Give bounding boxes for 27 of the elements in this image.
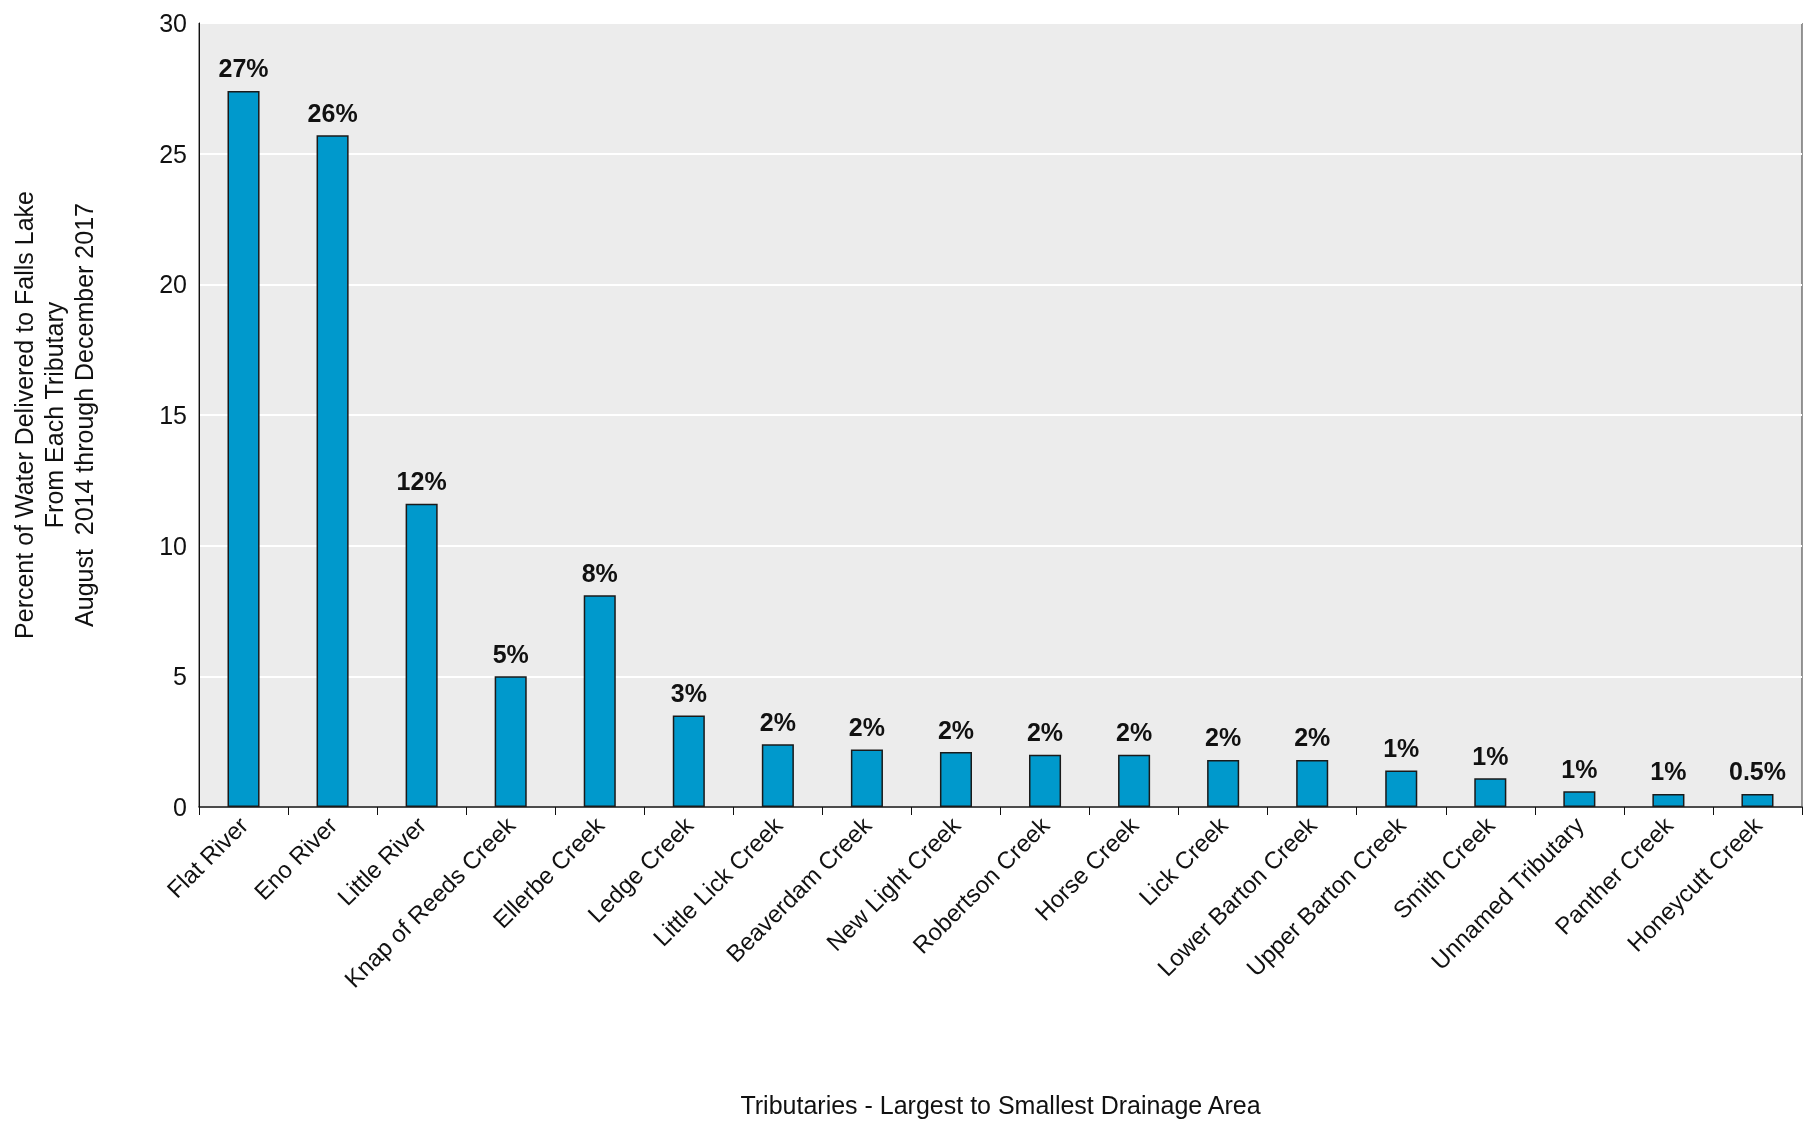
- data-label: 26%: [307, 98, 358, 127]
- data-label: 1%: [1561, 754, 1598, 783]
- data-label: 0.5%: [1728, 757, 1786, 786]
- data-label: 2%: [1205, 723, 1242, 752]
- y-tick-label: 20: [159, 270, 187, 299]
- y-tick-label: 10: [159, 531, 187, 560]
- data-label: 1%: [1650, 757, 1687, 786]
- data-label: 2%: [1116, 718, 1153, 747]
- data-label: 5%: [492, 639, 529, 668]
- data-label: 1%: [1383, 733, 1420, 762]
- data-label: 2%: [759, 707, 796, 736]
- y-tick-label: 0: [173, 793, 187, 821]
- y-tick-label: 30: [159, 9, 187, 37]
- y-tick-label: 5: [173, 662, 187, 691]
- data-label: 2%: [1294, 723, 1331, 752]
- data-label: 2%: [848, 713, 885, 742]
- data-label: 2%: [1026, 718, 1064, 747]
- data-label: 3%: [670, 679, 707, 708]
- y-axis-title: Percent of Water Delivered to Falls Lake From Each Tributary August 2014 through December 2017: [10, 191, 98, 639]
- data-label: 8%: [581, 558, 618, 587]
- y-tick-label: 25: [159, 139, 187, 168]
- data-label: 27%: [218, 54, 269, 83]
- data-label: 2%: [937, 715, 975, 744]
- y-tick-label: 15: [159, 401, 187, 429]
- data-label: 12%: [396, 467, 447, 496]
- data-label: 1%: [1472, 741, 1509, 770]
- x-axis-title: Tributaries - Largest to Smallest Drainage Area: [740, 1090, 1261, 1119]
